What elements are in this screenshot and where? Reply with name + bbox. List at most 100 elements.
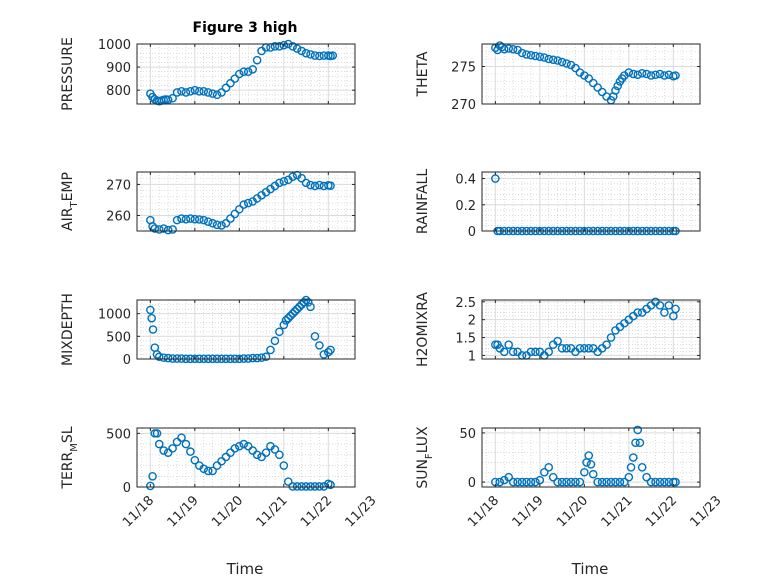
data-point [281,316,291,325]
data-point [637,68,647,78]
data-point [315,482,324,491]
data-point [517,48,527,58]
data-point [230,74,240,83]
data-point [597,477,607,487]
y-axis-label: RAINFALL [415,169,431,234]
data-point [199,87,209,96]
data-point [553,56,562,65]
data-point [261,448,271,457]
data-point [631,438,640,448]
data-point [221,452,231,462]
data-point [221,83,231,93]
data-point [635,438,645,448]
y-tick-label: 0 [123,481,131,496]
y-tick-label: 2 [468,314,476,329]
data-point [279,177,289,186]
data-point [297,482,306,491]
data-point [633,70,643,80]
data-point [190,455,200,465]
data-point [257,452,266,462]
data-point [575,477,585,487]
x-tick-label: 11/21 [254,493,291,530]
data-point [194,215,204,224]
data-point [163,448,173,457]
subplot-h2omixra: 1 1.5 2 2.5 H2OMIXRA [415,292,701,367]
data-point [548,55,558,65]
data-point [148,325,158,334]
y-tick-label: 500 [106,427,131,442]
data-point [557,57,567,67]
data-point [628,69,638,79]
y-axis-label: THETA [415,51,431,97]
y-tick-label: 260 [106,209,131,224]
data-point [270,445,280,454]
data-point [315,51,324,61]
y-tick-label: 0.4 [455,173,476,188]
data-point [212,220,222,230]
axes-frame [136,427,356,488]
y-axis-label: PRESSURE [60,37,76,111]
data-point [146,481,155,491]
data-point [495,477,505,487]
data-point [642,69,651,79]
data-point [168,225,177,234]
subplot-theta: 270 275 THETA [415,41,701,113]
data-point [584,451,594,460]
y-tick-label: 270 [106,178,131,193]
data-point [275,42,284,51]
x-tick-label: 11/18 [120,493,157,530]
data-point [633,425,643,435]
x-tick-label: 11/20 [209,493,246,530]
data-point [230,444,240,453]
data-point [159,446,168,455]
data-point [190,214,200,224]
data-point [301,178,311,188]
data-point [163,95,173,105]
data-point [624,472,634,482]
data-point [159,224,168,233]
data-point [646,71,656,80]
data-point [177,433,186,442]
y-axis-label: TERRMSL [60,426,80,489]
data-point [526,50,536,60]
data-point [522,50,531,59]
data-point [310,51,320,60]
data-point [288,172,298,181]
data-point [526,477,536,487]
data-point [275,450,284,460]
data-point [535,475,545,485]
x-tick-label: 11/23 [343,493,380,530]
x-tick-label: 11/19 [510,493,547,530]
data-point [221,218,231,228]
subplot-rainfall: 0 0.2 0.4 RAINFALL [415,169,701,240]
y-axis-label: H2OMIXRA [415,292,431,367]
data-point [615,477,625,487]
series-terr_msl [146,429,335,491]
data-point [593,83,602,92]
data-point [508,44,518,54]
data-point [504,44,513,53]
data-point [177,87,186,96]
data-point [310,181,320,191]
series-mixdepth [146,295,335,364]
data-point [548,472,558,482]
subplot-terr_msl: 0 500 11/18 11/19 11/20 11/21 11/22 11/23 TERRMS… [60,426,380,530]
data-point [326,480,335,490]
x-tick-label: 11/19 [165,493,202,530]
data-point [239,200,249,209]
data-point [279,320,289,330]
data-point [655,477,665,487]
axes-frame [481,299,701,360]
data-point [150,224,160,233]
data-point [328,51,338,60]
data-point [168,93,177,103]
data-point [235,204,244,214]
data-point [152,429,162,438]
data-point [270,42,280,51]
data-point [539,53,549,62]
data-point [306,482,315,491]
series-air_temp [146,170,335,235]
y-tick-label: 270 [451,98,476,113]
